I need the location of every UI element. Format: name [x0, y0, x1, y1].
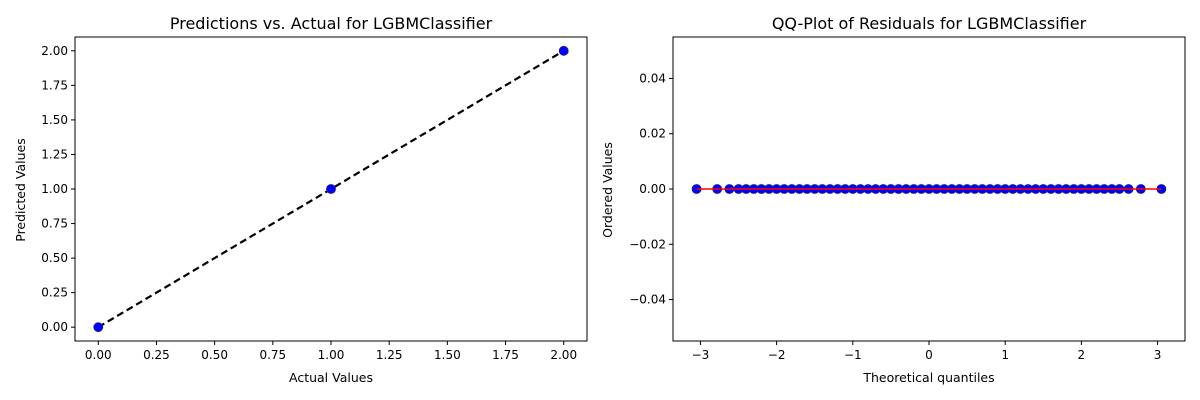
x-tick-label: 1.25	[376, 348, 403, 362]
y-tick-label: 2.00	[41, 44, 68, 58]
y-tick-label: 1.00	[41, 182, 68, 196]
x-tick-label: −1	[844, 348, 862, 362]
x-tick-label: 1	[1001, 348, 1009, 362]
plot-frame	[672, 36, 1186, 342]
y-tick-label: 0.50	[41, 251, 68, 265]
y-axis-label: Predicted Values	[13, 138, 28, 242]
y-tick-label: −0.02	[629, 237, 666, 251]
y-tick-label: 0.04	[639, 71, 666, 85]
x-tick-label: 0	[925, 348, 933, 362]
tick-group: 0.00 0.25 0.50 0.75 1.00 1.25 1.50 1.75 2.00 0.00…	[41, 44, 577, 362]
y-tick-label: 1.75	[41, 78, 68, 92]
x-tick-label: 0.25	[143, 348, 170, 362]
x-tick-label: 1.00	[318, 348, 345, 362]
x-tick-label: 0.75	[259, 348, 286, 362]
x-tick-label: 2.00	[550, 348, 577, 362]
data-point	[326, 184, 336, 194]
y-tick-label: 0.00	[41, 320, 68, 334]
y-tick-label: 0.25	[41, 286, 68, 300]
x-tick-label: 2	[1078, 348, 1086, 362]
predictions-vs-actual-chart: Predictions vs. Actual for LGBMClassifie…	[13, 14, 588, 385]
x-tick-label: 3	[1154, 348, 1162, 362]
y-tick-label: 0.75	[41, 217, 68, 231]
x-tick-label: 1.50	[434, 348, 461, 362]
chart-title: Predictions vs. Actual for LGBMClassifie…	[170, 14, 493, 33]
plot-area	[691, 184, 1167, 194]
plot-area	[93, 45, 569, 333]
y-tick-label: −0.04	[629, 293, 666, 307]
x-tick-label: 0.00	[85, 348, 112, 362]
x-axis-label: Theoretical quantiles	[862, 370, 994, 385]
y-axis-label: Ordered Values	[600, 142, 615, 238]
x-tick-label: 0.50	[201, 348, 228, 362]
x-tick-label: −3	[692, 348, 710, 362]
data-point	[93, 322, 104, 333]
x-tick-label: −2	[768, 348, 786, 362]
y-tick-label: 0.00	[639, 182, 666, 196]
y-tick-label: 0.02	[639, 127, 666, 141]
chart-title: QQ-Plot of Residuals for LGBMClassifier	[772, 14, 1087, 33]
y-tick-label: 1.50	[41, 113, 68, 127]
qq-plot-chart: QQ-Plot of Residuals for LGBMClassifier …	[600, 14, 1186, 385]
x-axis-label: Actual Values	[289, 370, 373, 385]
tick-group: −3 −2 −1 0 1 2 3 0.04 0.02 0.00 −0.02 −0.04	[629, 71, 1161, 362]
y-tick-label: 1.25	[41, 147, 68, 161]
plot-frame	[74, 36, 588, 342]
data-point	[558, 45, 569, 56]
x-tick-label: 1.75	[492, 348, 519, 362]
